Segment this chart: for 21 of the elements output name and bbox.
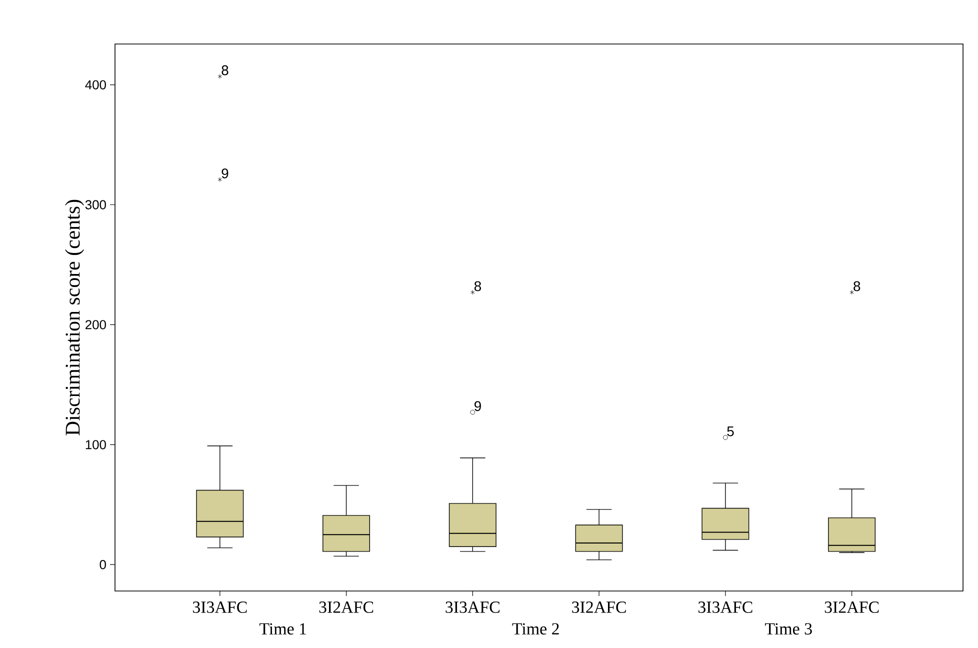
text: Time 2	[512, 623, 559, 635]
x-tick-label: 3I3AFC	[192, 602, 247, 613]
annotation: 8	[474, 281, 482, 292]
x-tick-label: 3I2AFC	[572, 602, 626, 613]
y-tick-label: 200	[86, 320, 106, 330]
annotation: 8	[854, 281, 860, 292]
y-tick-label: 400	[85, 80, 106, 90]
text: Time 3	[764, 623, 812, 635]
annotation: 9	[222, 168, 228, 178]
annotation: 5	[727, 426, 734, 436]
x-tick-label: 3I2AFC	[824, 602, 879, 613]
y-tick-label: 300	[85, 200, 106, 210]
y-tick-label: 100	[86, 440, 106, 450]
x-tick-label: 3I3AFC	[446, 602, 500, 613]
x-tick-label: 3I2AFC	[319, 602, 374, 613]
x-tick-label: 3I3AFC	[698, 602, 752, 613]
annotation: 9	[474, 401, 481, 412]
text: Time 1	[259, 623, 306, 635]
y-tick-label: 0	[100, 560, 106, 570]
annotation: 8	[222, 65, 228, 76]
y-axis-title: Discrimination score (cents)	[65, 200, 84, 436]
